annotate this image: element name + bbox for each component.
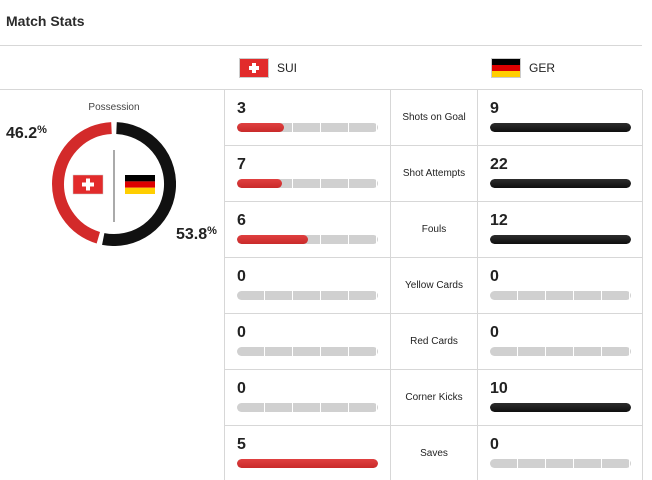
- stat-label: Shot Attempts: [390, 146, 478, 201]
- home-stat-bar-fill: [237, 235, 308, 244]
- home-stat-cell: 7: [225, 146, 390, 201]
- away-stat-bar: [490, 291, 631, 300]
- away-stat-cell: 0: [478, 258, 642, 313]
- away-stat-cell: 0: [478, 314, 642, 369]
- possession-arc-away: [102, 122, 176, 246]
- home-stat-cell: 5: [225, 426, 390, 480]
- header-divider: [0, 89, 642, 90]
- home-stat-value: 0: [237, 380, 246, 397]
- home-possession-pct: 46.2%: [6, 124, 47, 142]
- home-stat-cell: 0: [225, 258, 390, 313]
- stats-table: 3 Shots on Goal 9 7 Shot Attempts 22 6 Fouls 12 0…: [225, 90, 642, 480]
- home-stat-bar-fill: [237, 459, 378, 468]
- stat-row: 0 Red Cards 0: [225, 314, 642, 370]
- away-stat-cell: 22: [478, 146, 642, 201]
- home-stat-bar: [237, 179, 378, 188]
- home-stat-cell: 6: [225, 202, 390, 257]
- away-stat-bar: [490, 235, 631, 244]
- stat-row: 5 Saves 0: [225, 426, 642, 480]
- away-stat-cell: 0: [478, 426, 642, 480]
- germany-flag-icon: [125, 175, 155, 194]
- stat-label: Saves: [390, 426, 478, 480]
- home-stat-value: 0: [237, 268, 246, 285]
- home-stat-value: 3: [237, 100, 246, 117]
- home-team-header: SUI: [239, 58, 297, 78]
- away-stat-cell: 9: [478, 90, 642, 145]
- away-team-abbr: GER: [529, 61, 556, 75]
- away-stat-cell: 12: [478, 202, 642, 257]
- stat-row: 3 Shots on Goal 9: [225, 90, 642, 146]
- title-divider: [0, 45, 642, 46]
- home-stat-bar: [237, 403, 378, 412]
- away-stat-bar: [490, 123, 631, 132]
- home-stat-bar: [237, 235, 378, 244]
- germany-flag-icon: [491, 58, 521, 78]
- away-stat-bar-fill: [490, 403, 631, 412]
- home-stat-cell: 3: [225, 90, 390, 145]
- away-stat-value: 22: [490, 156, 508, 173]
- home-stat-value: 0: [237, 324, 246, 341]
- away-stat-bar: [490, 179, 631, 188]
- home-stat-bar-fill: [237, 179, 282, 188]
- switzerland-flag-icon: [72, 174, 104, 195]
- possession-arc-home: [52, 122, 112, 244]
- home-stat-bar: [237, 291, 378, 300]
- away-stat-value: 10: [490, 380, 508, 397]
- home-stat-cell: 0: [225, 370, 390, 425]
- stat-label: Shots on Goal: [390, 90, 478, 145]
- home-stat-bar: [237, 459, 378, 468]
- stat-label: Corner Kicks: [390, 370, 478, 425]
- home-stat-cell: 0: [225, 314, 390, 369]
- stat-label: Fouls: [390, 202, 478, 257]
- away-stat-bar: [490, 459, 631, 468]
- stat-row: 0 Corner Kicks 10: [225, 370, 642, 426]
- away-stat-cell: 10: [478, 370, 642, 425]
- away-possession-pct: 53.8%: [176, 225, 217, 243]
- home-stat-value: 7: [237, 156, 246, 173]
- home-stat-bar: [237, 347, 378, 356]
- home-stat-bar: [237, 123, 378, 132]
- stat-row: 6 Fouls 12: [225, 202, 642, 258]
- away-stat-bar: [490, 347, 631, 356]
- stat-row: 7 Shot Attempts 22: [225, 146, 642, 202]
- home-stat-bar-fill: [237, 123, 284, 132]
- home-team-abbr: SUI: [277, 61, 298, 75]
- home-stat-value: 5: [237, 436, 246, 453]
- away-stat-value: 12: [490, 212, 508, 229]
- stat-label: Red Cards: [390, 314, 478, 369]
- column-divider-right: [642, 90, 643, 480]
- away-stat-value: 9: [490, 100, 499, 117]
- away-stat-bar-fill: [490, 235, 631, 244]
- away-stat-bar-fill: [490, 123, 631, 132]
- stat-row: 0 Yellow Cards 0: [225, 258, 642, 314]
- away-stat-value: 0: [490, 436, 499, 453]
- home-stat-value: 6: [237, 212, 246, 229]
- away-team-header: GER: [491, 58, 555, 78]
- possession-donut: [52, 122, 176, 246]
- column-divider-left: [224, 90, 225, 480]
- away-stat-bar: [490, 403, 631, 412]
- page-title: Match Stats: [6, 13, 85, 29]
- switzerland-flag-icon: [239, 58, 269, 78]
- away-stat-value: 0: [490, 268, 499, 285]
- away-stat-bar-fill: [490, 179, 631, 188]
- stat-label: Yellow Cards: [390, 258, 478, 313]
- possession-label: Possession: [88, 102, 140, 113]
- away-stat-value: 0: [490, 324, 499, 341]
